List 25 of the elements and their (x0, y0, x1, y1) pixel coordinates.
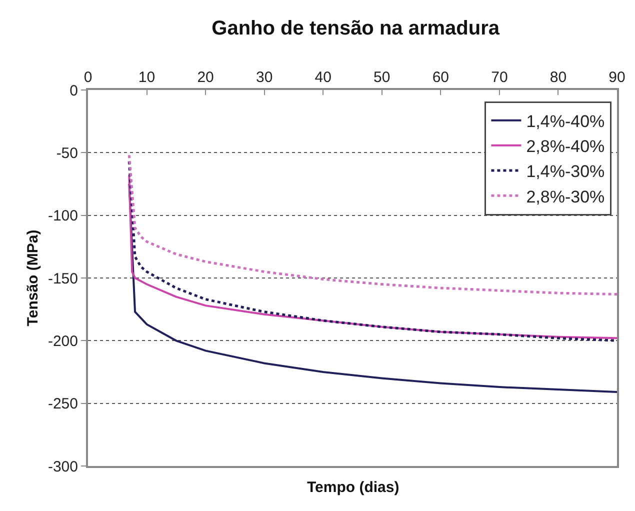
legend-label: 2,8%-30% (526, 187, 605, 206)
y-tick-label: -150 (48, 270, 78, 288)
y-tick-label: -100 (48, 208, 78, 225)
legend-label: 1,4%-30% (526, 162, 605, 182)
line-series (128, 154, 617, 296)
x-tick-label: 60 (432, 69, 450, 86)
x-tick-label: 10 (138, 69, 156, 86)
x-tick-label: 80 (550, 69, 567, 86)
x-tick-label: 50 (374, 69, 390, 86)
x-tick-label: 20 (197, 69, 214, 86)
y-tick-label: -250 (48, 396, 78, 413)
y-tick-label: -300 (48, 458, 78, 476)
x-tick-label: 0 (84, 69, 92, 86)
x-axis-title: Tempo (dias) (307, 479, 400, 496)
legend-label: 1,4%-40% (526, 112, 605, 131)
y-tick-label: -200 (48, 332, 78, 350)
chart-title: Ganho de tensão na armadura (212, 17, 500, 40)
y-axis-title: Tensão (MPa) (24, 230, 42, 326)
y-tick-label: -50 (56, 144, 78, 162)
x-tick-label: 30 (256, 69, 273, 86)
y-tick-label: 0 (70, 82, 78, 100)
x-tick-label: 40 (314, 69, 332, 86)
x-tick-label: 70 (491, 69, 508, 86)
x-tick-label: 90 (608, 69, 626, 86)
legend-label: 2,8%-40% (526, 137, 605, 156)
